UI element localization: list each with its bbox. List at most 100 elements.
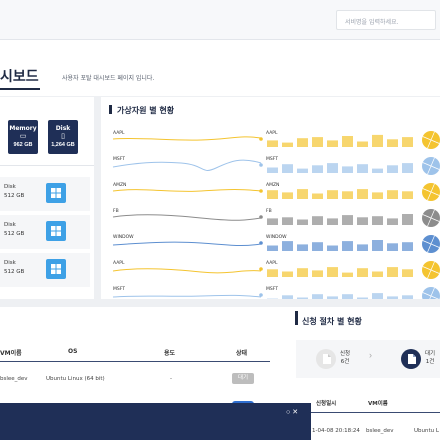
vm-name-cell[interactable]: bslee_dev [0,376,28,382]
memory-card[interactable]: Memory ▭ 962 GB [8,120,38,154]
bar [357,244,368,251]
bar [342,241,353,251]
sparkline [112,159,262,171]
bar [342,166,353,173]
series-end-label: AAPL [266,130,278,136]
bar [342,215,353,225]
bar [267,269,278,277]
bar [267,167,278,173]
chevron-right-icon: › [369,350,372,360]
pie-slice-divider [430,287,435,297]
document-icon[interactable] [401,349,421,369]
disk-card[interactable]: Disk ▯ 1,264 GB [48,120,78,154]
pie-slice-divider [427,243,432,253]
close-icon[interactable]: ✕ [292,409,299,416]
windows-icon [46,183,66,203]
series-label: AAPL [113,130,125,136]
series-end-label: AAPL [266,260,278,266]
sparkline [112,136,262,141]
pie-slice-divider [422,188,432,193]
disk-item[interactable]: Disk 512 GB [0,215,90,249]
bar [282,164,293,173]
bar [312,165,323,173]
disk-value: 1,264 GB [51,142,75,148]
bar [402,137,413,147]
page-title: 시보드 [0,69,39,85]
disk-name: Disk [4,260,16,266]
series-end-label: FB [266,208,272,214]
document-icon[interactable] [316,349,336,369]
bar [327,245,338,251]
windows-icon [46,221,66,241]
disk-item[interactable]: Disk 512 GB [0,177,90,211]
pie-slice-divider [430,131,435,141]
sparkline [112,189,262,192]
bar [357,164,368,173]
requests-title: 신청 절차 별 현황 [302,317,362,326]
bar [387,165,398,173]
sparkline-end-dot [259,163,263,167]
bar [267,140,278,147]
virtual-resource-title: 가상자원 별 현황 [117,106,175,115]
sparkline [112,294,262,298]
windows-icon [46,259,66,279]
series-label: FB [113,208,119,214]
bar [342,294,353,299]
disk-name: Disk [4,222,16,228]
bar [297,244,308,251]
bar [327,218,338,225]
virtual-resource-panel: 가상자원 별 현황 AAPL AAPL MSFT MSFT AMZN AMZN FB FB WI… [101,97,440,299]
bar [297,189,308,199]
disk-size: 512 GB [4,231,25,237]
section-marker [109,105,112,114]
pie-slice-divider [422,162,432,167]
bar [372,134,383,147]
request-vm-cell[interactable]: bslee_dev [366,428,394,434]
bar [312,216,323,225]
bar [387,190,398,199]
disk-item[interactable]: Disk 512 GB [0,253,90,287]
memory-label: Memory [9,125,37,132]
col-vm-name: VM이름 [0,350,22,357]
sparkline [112,268,262,274]
pie-slice-divider [430,165,440,170]
step-label: 신청 [340,351,351,357]
page-description: 사용자 포탈 대시보드 페이지 입니다. [62,75,155,82]
bar [282,271,293,277]
bar [372,192,383,199]
pie-chart [422,287,440,299]
pie-slice-divider [427,217,432,227]
pie-slice-divider [422,136,432,141]
bar [282,295,293,299]
bar [387,267,398,277]
search-input[interactable]: 서비명을 입력하세요. [336,10,436,30]
bar [297,168,308,173]
memory-icon: ▭ [19,133,27,140]
pie-slice-divider [422,266,432,271]
sparkline-end-dot [259,293,263,297]
step-count: 1건 [425,359,435,365]
bar [402,163,413,173]
request-os-cell: Ubuntu L [414,428,439,434]
pie-slice-divider [430,261,435,271]
bar [267,218,278,225]
col-os: OS [68,348,78,355]
sparkline-end-dot [259,267,263,271]
bar [387,139,398,147]
bar [312,193,323,199]
table-header-line [296,412,440,413]
step-label: 대기 [425,351,436,357]
pie-slice-divider [430,243,440,248]
status-badge: 대기 [232,373,254,384]
bar [372,240,383,251]
sparkline-end-dot [259,189,263,193]
section-marker [295,311,298,325]
col-vm-name: VM이름 [368,401,388,407]
virtual-resource-chart: AAPL AAPL MSFT MSFT AMZN AMZN FB FB WINDOW WINDOW… [112,130,440,299]
minimize-icon[interactable]: ○ [286,409,291,416]
bar [387,296,398,299]
bar [342,136,353,147]
disk-name: Disk [4,184,16,190]
bar [402,191,413,199]
series-label: AAPL [113,260,125,266]
